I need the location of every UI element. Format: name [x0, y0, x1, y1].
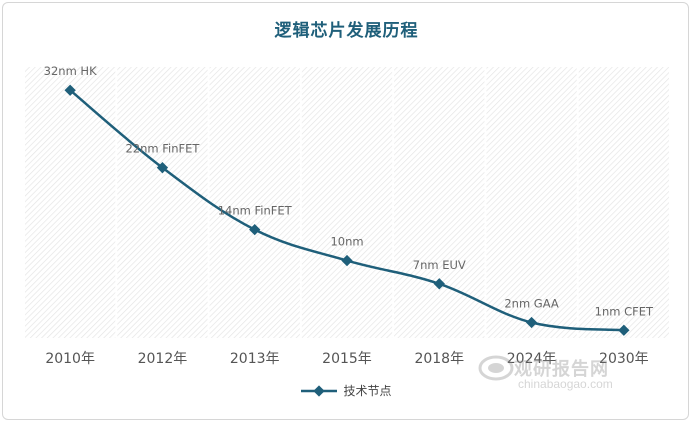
- x-tick-label: 2024年: [507, 351, 557, 367]
- x-tick-label: 2013年: [230, 351, 280, 367]
- chart-title: 逻辑芯片发展历程: [274, 21, 419, 41]
- legend-swatch-icon: [301, 384, 338, 397]
- plot-area: [24, 67, 670, 338]
- data-point: [156, 162, 169, 174]
- watermark: 观研报告网 chinabaogao.com: [478, 353, 613, 391]
- data-label: 14nm FinFET: [218, 204, 293, 218]
- data-label: 32nm HK: [44, 64, 97, 78]
- data-label: 7nm EUV: [413, 258, 466, 272]
- legend: 技术节点: [0, 382, 693, 399]
- legend-label: 技术节点: [343, 384, 392, 398]
- data-point: [433, 278, 445, 290]
- watermark-logo-icon: [478, 355, 514, 381]
- data-point: [341, 254, 353, 267]
- x-tick-label: 2012年: [138, 351, 188, 367]
- x-tick-label: 2015年: [322, 351, 372, 367]
- data-point: [618, 324, 630, 336]
- data-label: 22nm FinFET: [125, 142, 200, 156]
- data-label: 1nm CFET: [595, 304, 654, 318]
- data-point: [525, 316, 538, 329]
- x-tick-label: 2010年: [45, 351, 95, 367]
- data-label: 2nm GAA: [504, 297, 559, 311]
- data-label: 10nm: [330, 235, 363, 249]
- watermark-text: 观研报告网: [514, 359, 609, 380]
- x-tick-label: 2030年: [599, 351, 649, 367]
- x-tick-label: 2018年: [414, 351, 464, 367]
- data-point: [249, 223, 261, 236]
- watermark-sub: chinabaogao.com: [518, 377, 613, 391]
